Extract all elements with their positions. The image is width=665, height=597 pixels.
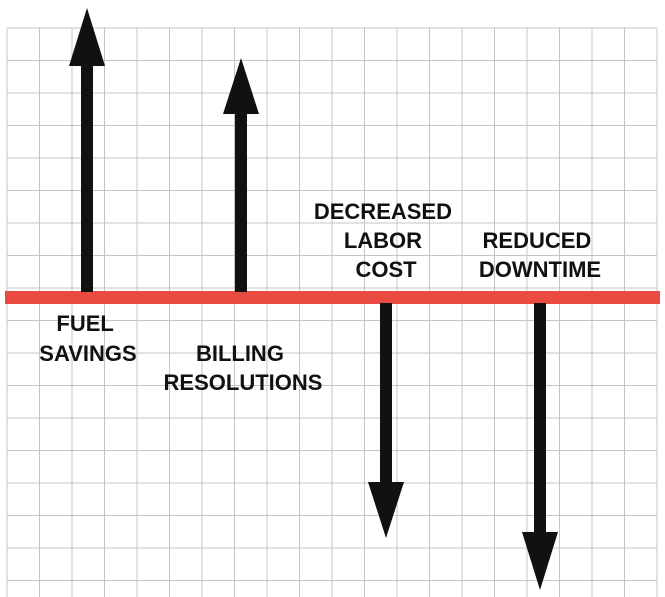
label-billing-resolutions: BILLING RESOLUTIONS — [164, 341, 323, 395]
label-downtime-line-1: REDUCED — [483, 228, 592, 253]
label-fuel-line-2: SAVINGS — [39, 341, 136, 366]
label-billing-line-1: BILLING — [196, 341, 284, 366]
arrow-decreased-labor-cost — [368, 303, 404, 538]
label-fuel-line-1: FUEL — [56, 311, 113, 336]
arrow-fuel-savings — [69, 8, 105, 292]
arrow-reduced-downtime — [522, 303, 558, 590]
baseline — [5, 291, 660, 304]
label-reduced-downtime: REDUCED DOWNTIME — [479, 228, 601, 282]
label-labor-line-1: DECREASED — [314, 199, 452, 224]
label-billing-line-2: RESOLUTIONS — [164, 370, 323, 395]
arrow-billing-resolutions — [223, 58, 259, 292]
grid — [6, 27, 658, 597]
label-labor-line-3: COST — [355, 257, 417, 282]
label-downtime-line-2: DOWNTIME — [479, 257, 601, 282]
label-decreased-labor-cost: DECREASED LABOR COST — [314, 199, 458, 282]
label-labor-line-2: LABOR — [344, 228, 422, 253]
label-fuel-savings: FUEL SAVINGS — [39, 311, 136, 366]
